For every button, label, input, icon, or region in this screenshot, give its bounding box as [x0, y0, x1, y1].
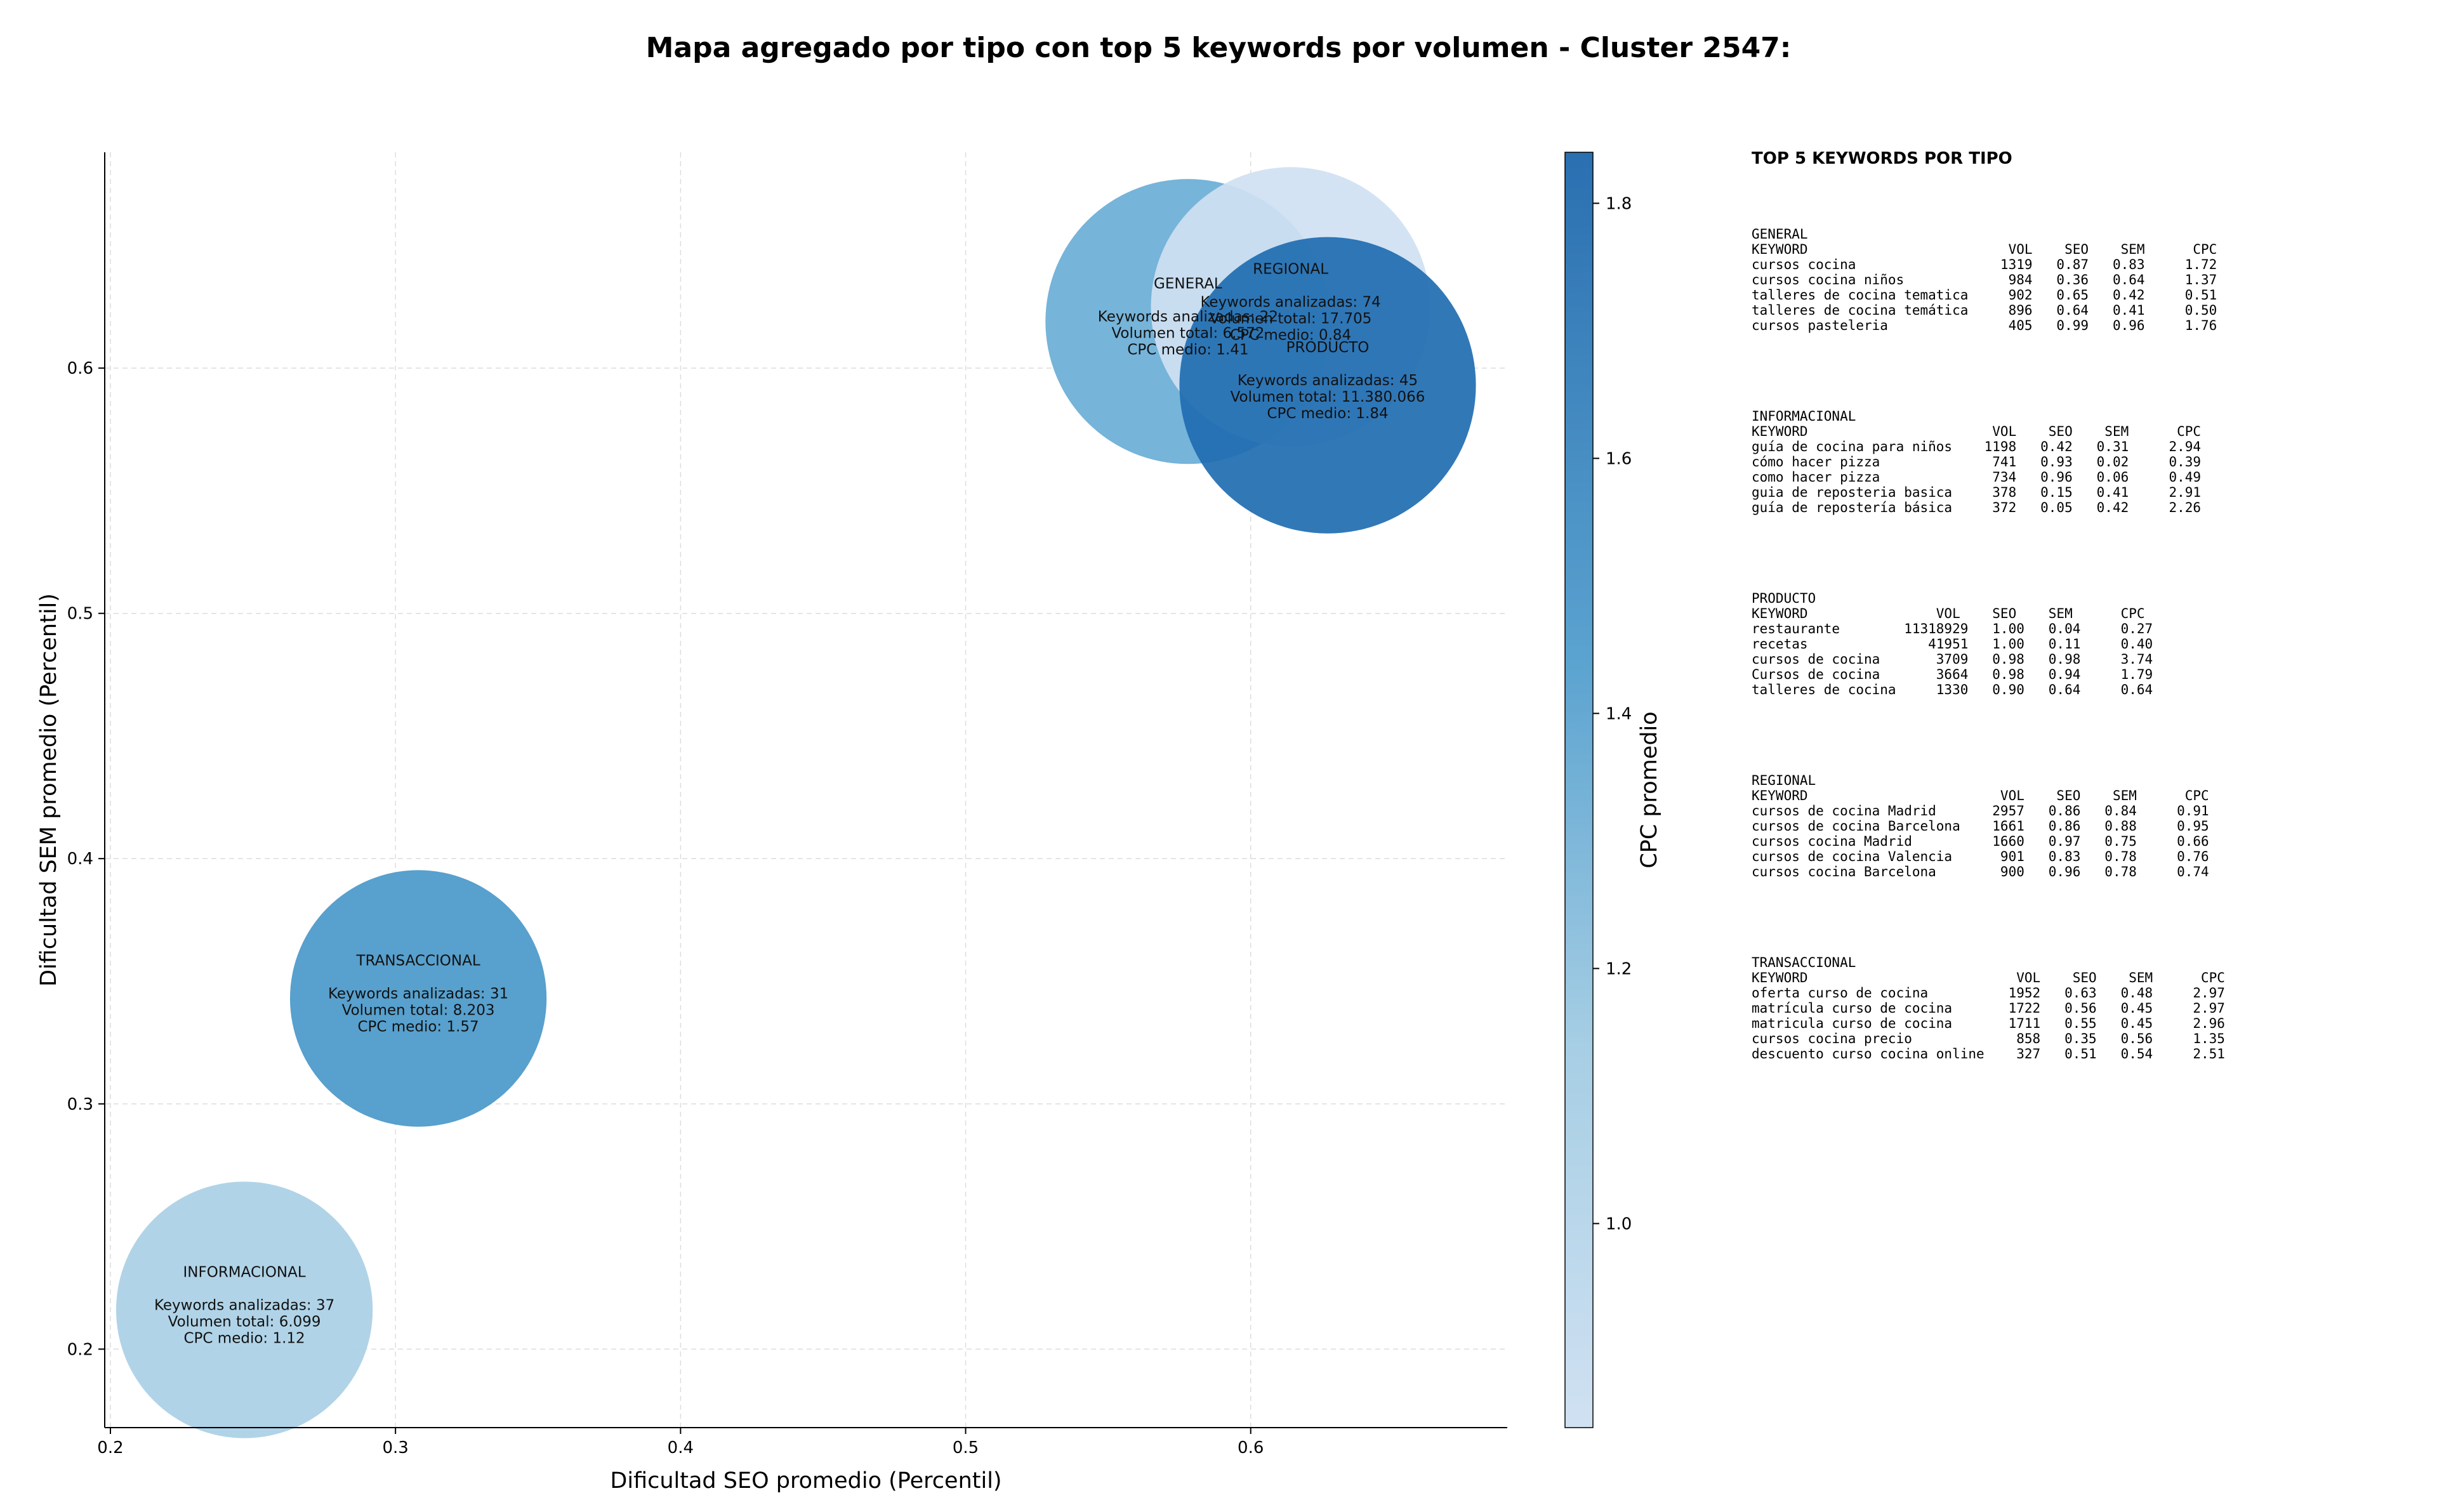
panel-title: TOP 5 KEYWORDS POR TIPO	[1752, 149, 2012, 168]
keyword-table-row: matrícula curso de cocina 1722 0.56 0.45…	[1752, 1001, 2225, 1016]
keyword-table-row: guía de repostería básica 372 0.05 0.42 …	[1752, 500, 2202, 515]
y-tick-label: 0.5	[67, 605, 93, 624]
keyword-panel: TOP 5 KEYWORDS POR TIPO GENERAL KEYWORD V…	[1752, 149, 2424, 1137]
bubble-label-volume: Volumen total: 6.572	[1111, 325, 1264, 342]
keyword-table-row: cursos cocina precio 858 0.35 0.56 1.35	[1752, 1031, 2225, 1046]
keyword-table-title: INFORMACIONAL	[1752, 409, 1856, 424]
bubble-label-cpc: CPC medio: 1.84	[1267, 405, 1388, 422]
x-tick-label: 0.4	[668, 1438, 694, 1457]
keyword-table-row: cursos cocina Barcelona 900 0.96 0.78 0.…	[1752, 864, 2209, 879]
keyword-table-header: KEYWORD VOL SEO SEM CPC	[1752, 606, 2145, 621]
bubble-label-title: PRODUCTO	[1286, 339, 1370, 356]
y-tick-label: 0.2	[67, 1340, 93, 1359]
x-tick-label: 0.5	[953, 1438, 979, 1457]
keyword-table-row: talleres de cocina temática 896 0.64 0.4…	[1752, 303, 2217, 318]
bubble-label-volume: Volumen total: 8.203	[342, 1003, 495, 1019]
bubble-label-keywords: Keywords analizadas: 37	[154, 1297, 334, 1313]
y-tick-label: 0.6	[67, 359, 93, 378]
bubble-label-keywords: Keywords analizadas: 22	[1098, 309, 1278, 325]
keyword-table-header: KEYWORD VOL SEO SEM CPC	[1752, 424, 2202, 439]
bubble-label-cpc: CPC medio: 1.12	[184, 1330, 305, 1346]
colorbar-label: CPC promedio	[1637, 711, 1662, 868]
keyword-table: REGIONAL KEYWORD VOL SEO SEM CPC cursos de…	[1752, 773, 2424, 879]
bubble-label-title: REGIONAL	[1253, 261, 1328, 278]
bubble-label-volume: Volumen total: 17.705	[1210, 311, 1372, 327]
keyword-table-row: cursos cocina 1319 0.87 0.83 1.72	[1752, 257, 2217, 272]
keyword-table-row: restaurante 11318929 1.00 0.04 0.27	[1752, 621, 2153, 636]
x-tick-label: 0.6	[1238, 1438, 1264, 1457]
bubble-label-volume: Volumen total: 11.380.066	[1231, 389, 1425, 405]
bubble-transaccional	[289, 870, 547, 1127]
colorbar-tick-label: 1.0	[1606, 1214, 1632, 1233]
colorbar-gradient	[1564, 152, 1594, 1428]
colorbar-tick-label: 1.8	[1606, 194, 1632, 213]
keyword-table-header: KEYWORD VOL SEO SEM CPC	[1752, 242, 2217, 257]
x-axis-label: Dificultad SEO promedio (Percentil)	[610, 1468, 1001, 1494]
keyword-table-row: cursos de cocina Madrid 2957 0.86 0.84 0…	[1752, 803, 2209, 818]
bubble-producto	[1179, 237, 1476, 534]
keyword-table-header: KEYWORD VOL SEO SEM CPC	[1752, 788, 2209, 803]
bubble-informacional	[116, 1181, 373, 1438]
bubble-label-title: GENERAL	[1154, 276, 1222, 293]
keyword-table-row: cursos cocina niños 984 0.36 0.64 1.37	[1752, 272, 2217, 287]
keyword-table-row: cursos de cocina 3709 0.98 0.98 3.74	[1752, 652, 2153, 667]
bubble-label-volume: Volumen total: 6.099	[168, 1313, 321, 1330]
keyword-table-row: cursos pasteleria 405 0.99 0.96 1.76	[1752, 318, 2217, 333]
colorbar-tick-label: 1.6	[1606, 449, 1632, 468]
keyword-table-row: descuento curso cocina online 327 0.51 0…	[1752, 1046, 2225, 1062]
keyword-table-row: talleres de cocina tematica 902 0.65 0.4…	[1752, 287, 2217, 303]
bubble-label-cpc: CPC medio: 1.41	[1127, 342, 1248, 358]
x-tick-label: 0.3	[382, 1438, 408, 1457]
bubble-label-cpc: CPC medio: 0.84	[1230, 327, 1351, 344]
keyword-table-row: guía de cocina para niños 1198 0.42 0.31…	[1752, 439, 2202, 454]
keyword-table-row: como hacer pizza 734 0.96 0.06 0.49	[1752, 470, 2202, 485]
keyword-table: INFORMACIONAL KEYWORD VOL SEO SEM CPC guía…	[1752, 409, 2424, 515]
bubble-label-title: TRANSACCIONAL	[356, 953, 480, 970]
keyword-table-row: talleres de cocina 1330 0.90 0.64 0.64	[1752, 682, 2153, 697]
keyword-table: GENERAL KEYWORD VOL SEO SEM CPC cursos coc…	[1752, 227, 2424, 333]
keyword-table-row: recetas 41951 1.00 0.11 0.40	[1752, 636, 2153, 652]
bubble-label-cpc: CPC medio: 1.57	[358, 1019, 479, 1035]
keyword-table-title: REGIONAL	[1752, 773, 1816, 788]
keyword-table-row: cursos cocina Madrid 1660 0.97 0.75 0.66	[1752, 834, 2209, 849]
keyword-table-title: PRODUCTO	[1752, 591, 1816, 606]
keyword-table-row: cursos de cocina Valencia 901 0.83 0.78 …	[1752, 849, 2209, 864]
keyword-table: TRANSACCIONAL KEYWORD VOL SEO SEM CPC ofer…	[1752, 955, 2424, 1062]
keyword-table-row: cursos de cocina Barcelona 1661 0.86 0.8…	[1752, 818, 2209, 834]
bubble-label-title: INFORMACIONAL	[183, 1264, 306, 1280]
keyword-table-header: KEYWORD VOL SEO SEM CPC	[1752, 970, 2225, 985]
keyword-table-title: GENERAL	[1752, 227, 1808, 242]
keyword-table-row: guia de reposteria basica 378 0.15 0.41 …	[1752, 485, 2202, 500]
bubble-label-keywords: Keywords analizadas: 31	[328, 986, 508, 1003]
colorbar-tick-label: 1.4	[1606, 704, 1632, 723]
bubble-label-keywords: Keywords analizadas: 45	[1238, 372, 1418, 389]
keyword-table: PRODUCTO KEYWORD VOL SEO SEM CPC restauran…	[1752, 591, 2424, 697]
colorbar-tick-label: 1.2	[1606, 959, 1632, 978]
keyword-table-row: cómo hacer pizza 741 0.93 0.02 0.39	[1752, 454, 2202, 470]
keyword-table-row: matricula curso de cocina 1711 0.55 0.45…	[1752, 1016, 2225, 1031]
chart-title: Mapa agregado por tipo con top 5 keyword…	[645, 32, 1792, 64]
colorbar: 1.0 1.2 1.4 1.6 1.8 CPC promedio	[1564, 152, 1662, 1428]
x-tick-label: 0.2	[97, 1438, 123, 1457]
bubble-label-keywords: Keywords analizadas: 74	[1200, 294, 1380, 311]
y-axis-label: Dificultad SEM promedio (Percentil)	[36, 593, 62, 987]
axes: 0.2 0.3 0.4 0.5 0.6 0.2 0.3 0.4 0.5 0.6 Dificultad…	[36, 152, 1507, 1494]
y-tick-label: 0.4	[67, 850, 93, 869]
keyword-table-title: TRANSACCIONAL	[1752, 955, 1856, 970]
keyword-table-row: oferta curso de cocina 1952 0.63 0.48 2.…	[1752, 985, 2225, 1001]
keyword-table-row: Cursos de cocina 3664 0.98 0.94 1.79	[1752, 667, 2153, 682]
y-tick-label: 0.3	[67, 1095, 93, 1114]
